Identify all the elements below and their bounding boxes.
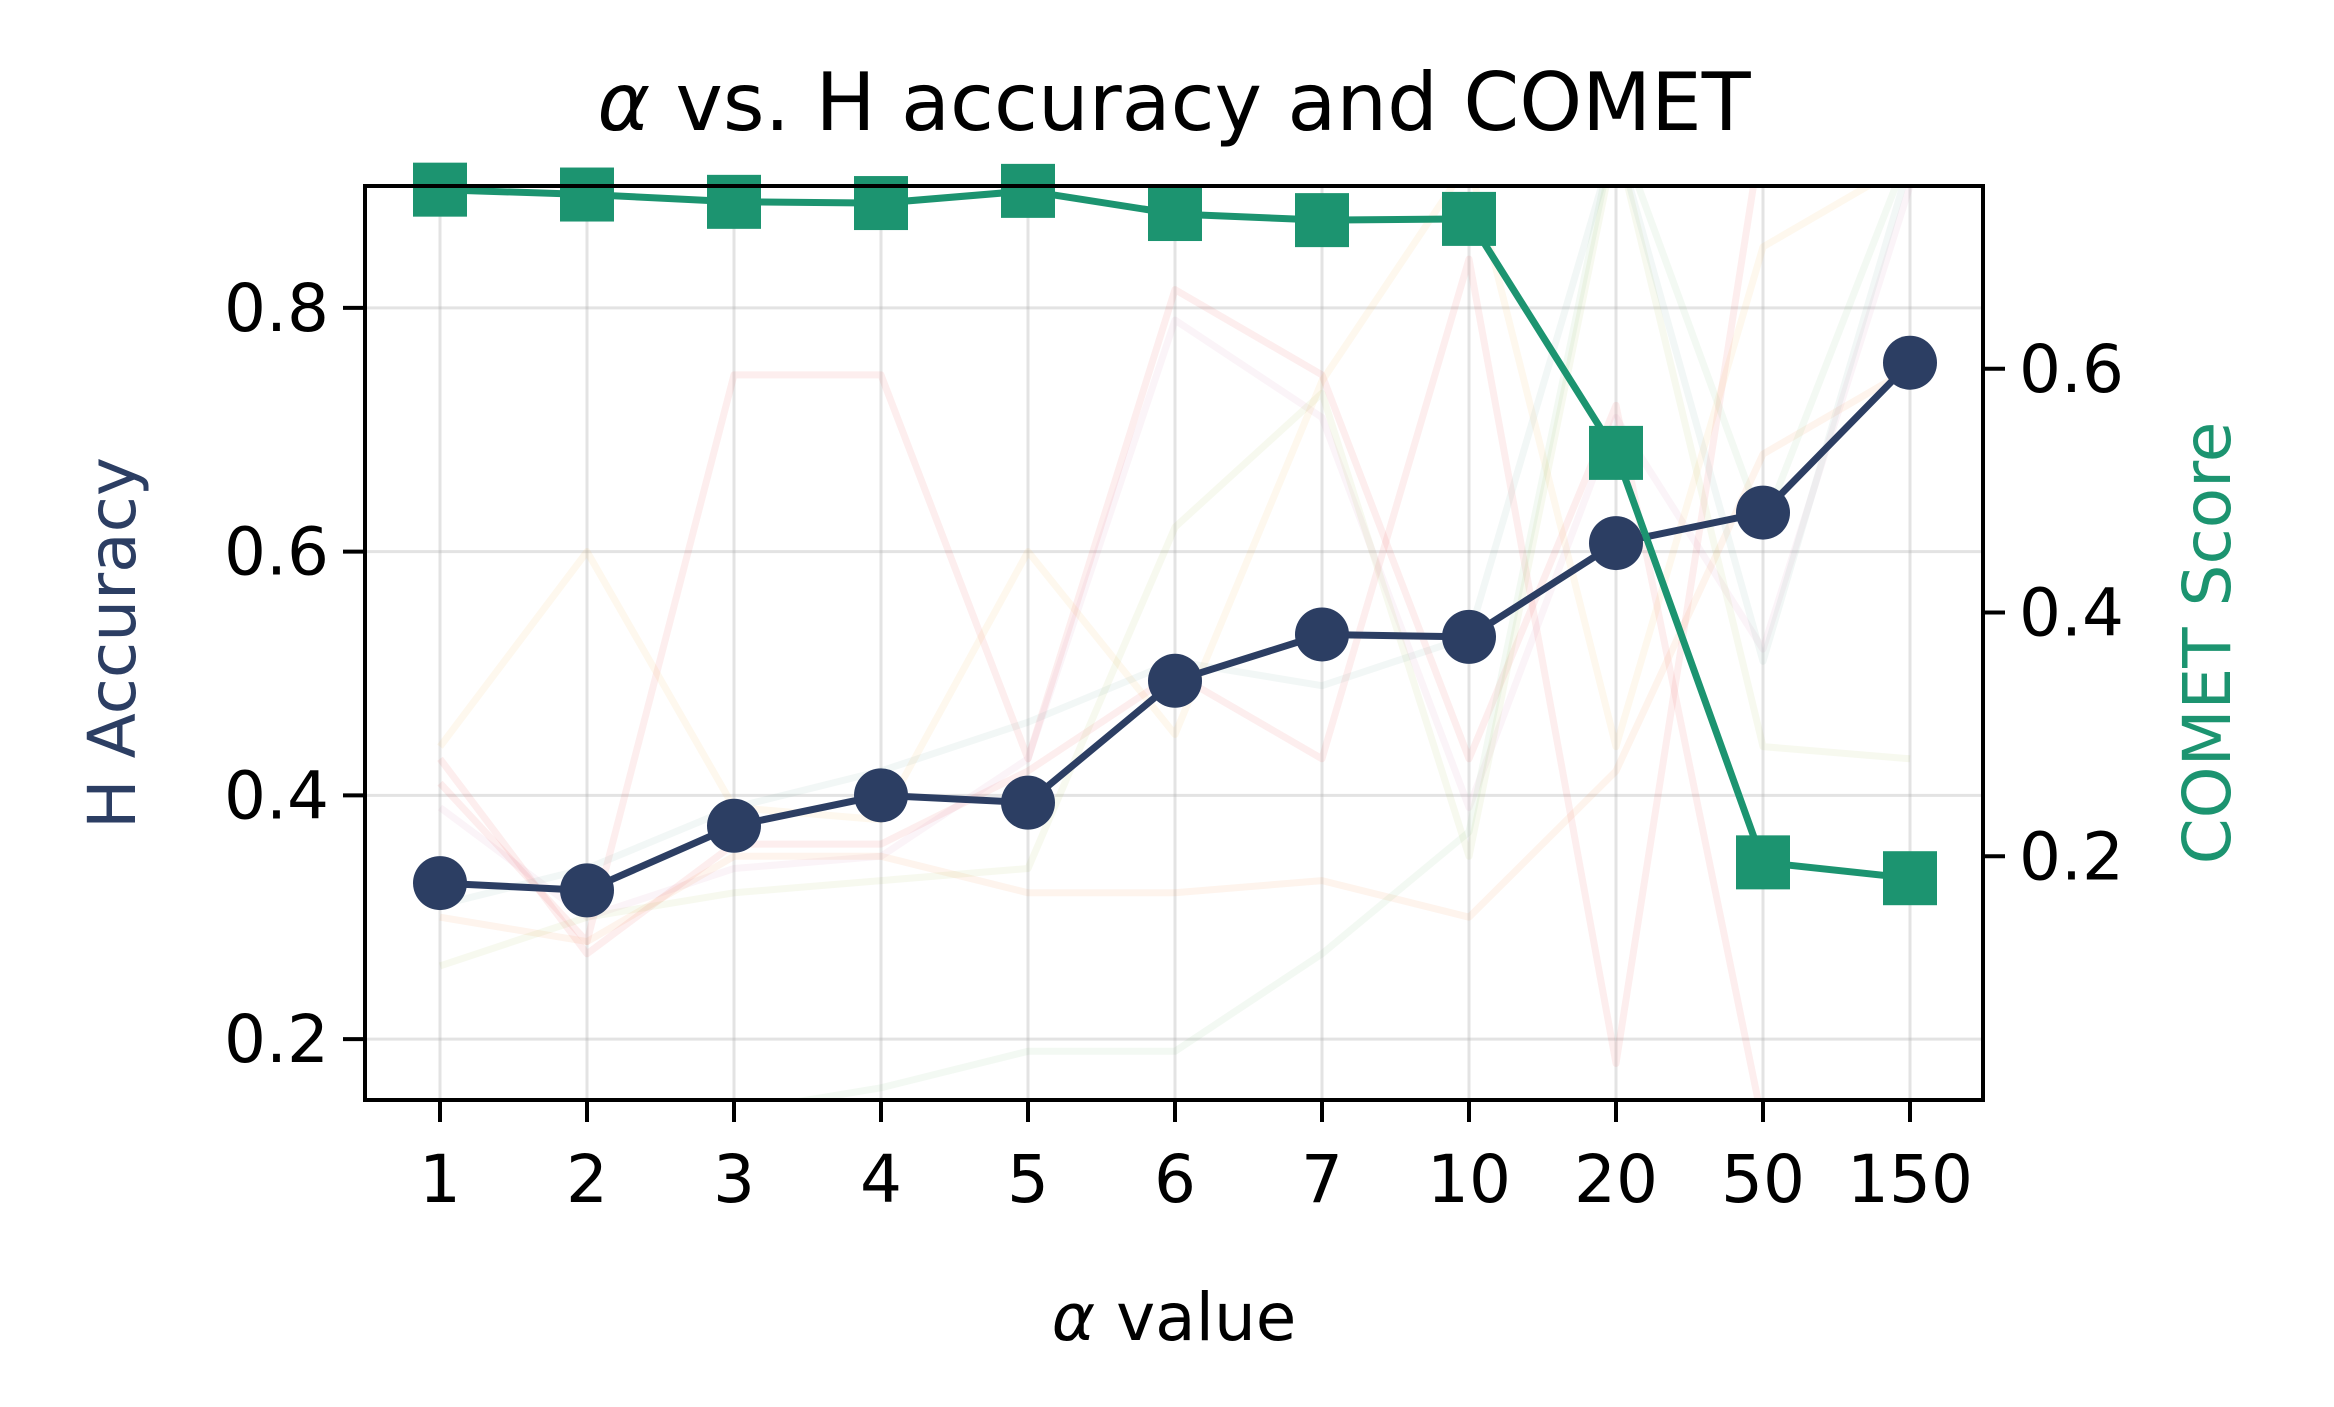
comet-score-point [560,167,614,222]
comet-score-point [413,162,467,217]
h-accuracy-point [1736,485,1790,540]
chart-title-text: vs. H accuracy and COMET [650,56,1752,149]
x-tick-label: 3 [713,1141,755,1218]
background-series-line-6 [438,186,1911,970]
background-series-line-3 [437,186,1914,921]
x-tick-label: 50 [1721,1141,1805,1218]
h-accuracy-point [1295,607,1349,662]
y-right-tick-label: 0.4 [2019,575,2124,652]
x-axis-title-symbol: α [1052,1279,1096,1356]
background-series-line-5 [439,365,1912,946]
h-accuracy-series [413,335,1937,918]
comet-score-point [1295,193,1349,248]
chart-title: α vs. H accuracy and COMET [597,56,1751,149]
x-tick-label: 150 [1847,1141,1973,1218]
comet-score-point [1001,163,1055,218]
comet-score-point [1883,851,1937,906]
background-series-line-2 [437,186,1758,1067]
axis-layer: 1 2 3 4 5 6 7 10 20 50 150 0.2 0.4 0.6 0.8 0.2 0.4 0.6 [224,270,2124,1218]
y-left-tick-label: 0.6 [224,514,329,591]
x-tick-label: 2 [566,1141,608,1218]
y-axis-left-title: H Accuracy [74,457,151,829]
comet-score-series [413,162,1937,906]
x-tick-label: 7 [1301,1141,1343,1218]
comet-score-point [1442,191,1496,246]
x-tick-label: 4 [860,1141,902,1218]
h-accuracy-point [560,863,614,918]
y-left-tick-label: 0.2 [224,1001,329,1078]
comet-score-point [1148,187,1202,242]
y-right-tick-label: 0.2 [2019,818,2124,895]
comet-score-point [1736,835,1790,890]
h-accuracy-point [1883,335,1937,390]
x-axis-title: α value [1052,1279,1297,1356]
y-right-tick-label: 0.6 [2019,331,2124,408]
comet-score-point [707,174,761,229]
comet-score-point [1589,425,1643,480]
x-tick-label: 1 [419,1141,461,1218]
x-tick-label: 5 [1007,1141,1049,1218]
y-left-tick-label: 0.8 [224,270,329,347]
h-accuracy-point [1442,609,1496,664]
h-accuracy-point [1001,775,1055,830]
series-layer [413,162,1937,918]
x-axis-title-text: value [1095,1279,1296,1356]
h-accuracy-point [854,768,908,823]
y-axis-right-title: COMET Score [2169,422,2246,865]
x-tick-label: 6 [1154,1141,1196,1218]
y-left-tick-label: 0.4 [224,757,329,834]
background-series-line-1 [437,286,1762,1100]
h-accuracy-point [413,856,467,911]
x-tick-label: 10 [1427,1141,1511,1218]
chart-title-symbol: α [597,56,650,149]
background-series-line-7 [786,186,1900,1100]
background-series-layer [437,186,1914,1100]
h-accuracy-point [1589,516,1643,571]
h-accuracy-point [1148,653,1202,708]
h-accuracy-point [707,798,761,853]
x-tick-label: 20 [1574,1141,1658,1218]
